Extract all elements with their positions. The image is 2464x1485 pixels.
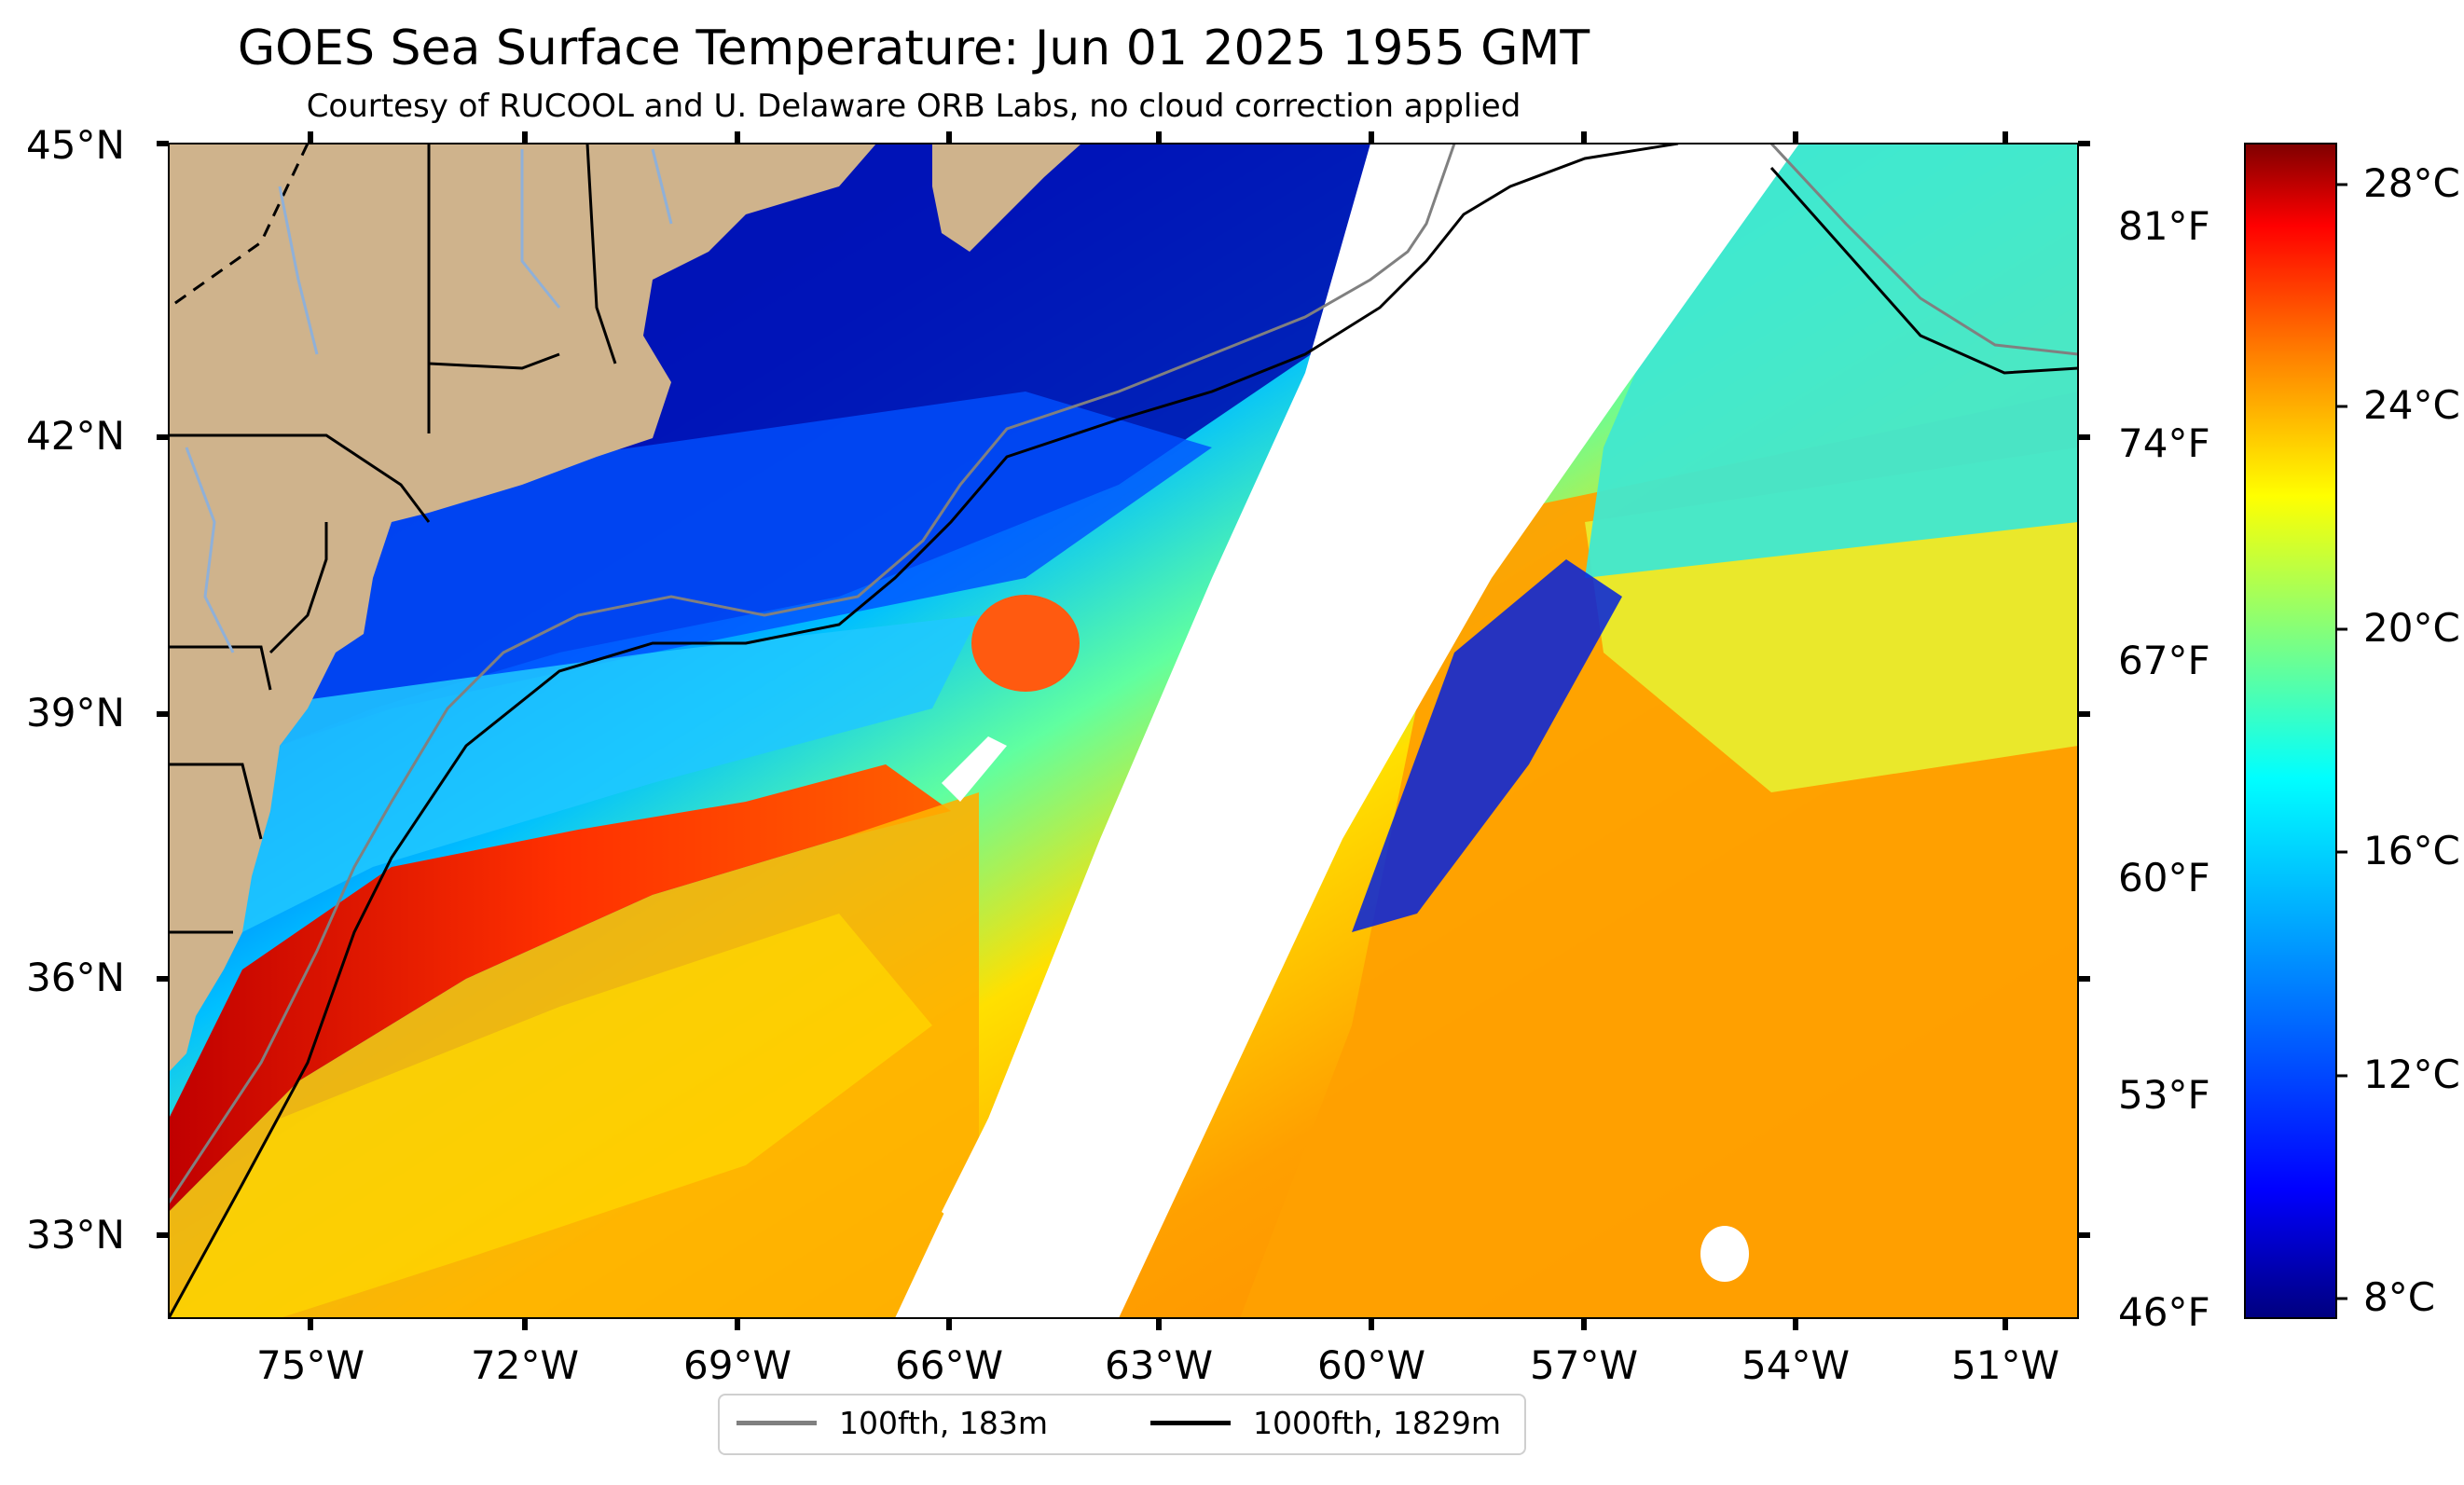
legend-item-100fth: 100fth, 183m bbox=[736, 1405, 1048, 1441]
colorbar-label: 12°C bbox=[2363, 1052, 2460, 1097]
lon-label: 69°W bbox=[683, 1342, 792, 1388]
land-us bbox=[169, 144, 876, 1072]
colorbar-label: 8°C bbox=[2363, 1274, 2436, 1320]
yellow-patch bbox=[169, 914, 932, 1318]
isobath-legend: 100fth, 183m 1000fth, 1829m bbox=[718, 1394, 1526, 1455]
warm-core-ring bbox=[971, 595, 1080, 692]
lat-label: 36°N bbox=[26, 955, 125, 1000]
legend-swatch-gray bbox=[736, 1421, 817, 1425]
rivers bbox=[185, 148, 673, 653]
lon-label: 57°W bbox=[1530, 1342, 1638, 1388]
lat-label: 39°N bbox=[26, 690, 125, 736]
state-borders bbox=[169, 144, 617, 934]
colorbar-ticks bbox=[2336, 183, 2347, 1300]
lon-label: 75°W bbox=[256, 1342, 365, 1388]
isobath-100fth bbox=[169, 144, 1456, 1203]
lon-label: 72°W bbox=[471, 1342, 579, 1388]
colorbar bbox=[2244, 143, 2337, 1319]
no-data-spot bbox=[1700, 1226, 1749, 1282]
sst-field bbox=[169, 144, 2078, 1318]
legend-swatch-black bbox=[1150, 1421, 1231, 1425]
legend-label: 100fth, 183m bbox=[839, 1405, 1048, 1441]
fahrenheit-label: 46°F bbox=[2118, 1289, 2210, 1335]
fahrenheit-label: 53°F bbox=[2118, 1072, 2210, 1118]
lat-label: 42°N bbox=[26, 413, 125, 459]
map-title: GOES Sea Surface Temperature: Jun 01 202… bbox=[237, 21, 1590, 76]
no-data-sliver bbox=[942, 736, 1007, 802]
fahrenheit-label: 60°F bbox=[2118, 855, 2210, 901]
colorbar-label: 28°C bbox=[2363, 160, 2460, 206]
major-ticks bbox=[157, 131, 2090, 1330]
fahrenheit-label: 81°F bbox=[2118, 203, 2210, 249]
legend-item-1000fth: 1000fth, 1829m bbox=[1150, 1405, 1501, 1441]
lon-label: 63°W bbox=[1105, 1342, 1213, 1388]
isobath-1000fth-east bbox=[1769, 167, 2078, 375]
eastern-front bbox=[1352, 559, 1622, 932]
no-data-patch bbox=[942, 1119, 1026, 1240]
colorbar-label: 16°C bbox=[2363, 828, 2460, 873]
shelf-water bbox=[242, 615, 979, 932]
fahrenheit-label: 67°F bbox=[2118, 638, 2210, 683]
map-subtitle: Courtesy of RUCOOL and U. Delaware ORB L… bbox=[306, 88, 1521, 125]
colorbar-label: 24°C bbox=[2363, 382, 2460, 428]
lon-label: 51°W bbox=[1951, 1342, 2059, 1388]
lat-label: 45°N bbox=[26, 122, 125, 168]
plot-frame bbox=[168, 143, 2079, 1319]
lon-label: 66°W bbox=[895, 1342, 1003, 1388]
gulf-stream bbox=[169, 764, 951, 1212]
colorbar-label: 20°C bbox=[2363, 605, 2460, 651]
land-nova-scotia bbox=[932, 144, 1081, 252]
fahrenheit-label: 74°F bbox=[2118, 420, 2210, 466]
isobath-1000fth bbox=[169, 144, 1679, 1318]
isobath-100fth-east bbox=[1769, 144, 2078, 356]
lon-label: 54°W bbox=[1741, 1342, 1850, 1388]
lon-label: 60°W bbox=[1317, 1342, 1425, 1388]
no-data-band bbox=[895, 144, 1799, 1318]
lat-label: 33°N bbox=[26, 1212, 125, 1258]
legend-label: 1000fth, 1829m bbox=[1253, 1405, 1501, 1441]
